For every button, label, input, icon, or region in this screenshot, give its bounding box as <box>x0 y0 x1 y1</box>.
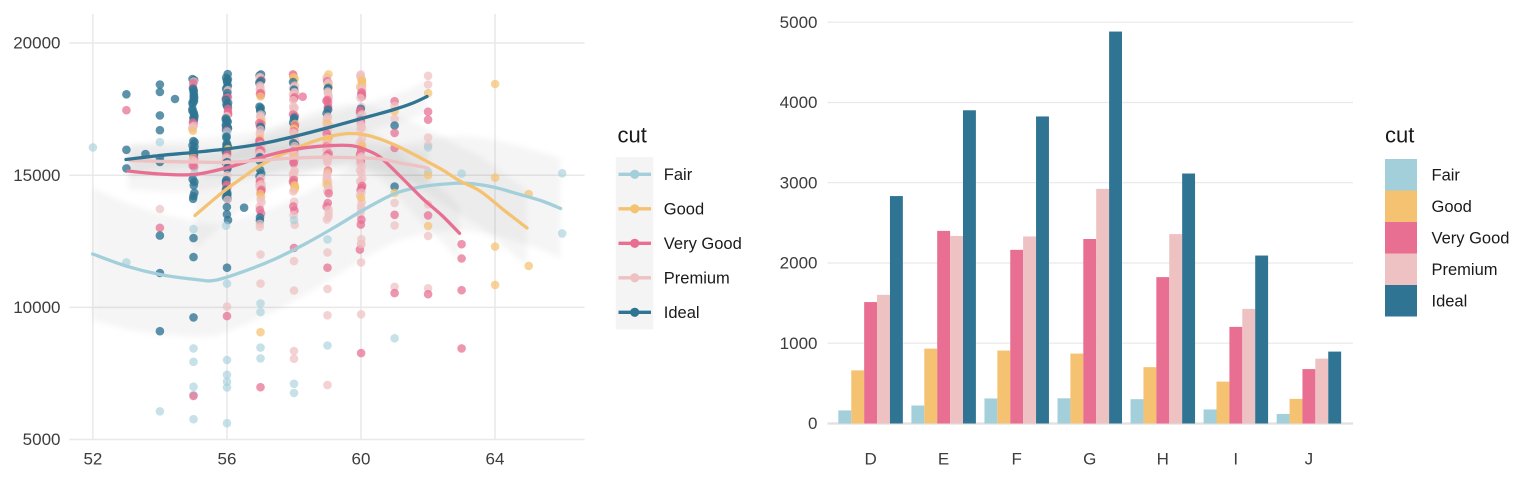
svg-text:60: 60 <box>352 450 371 469</box>
svg-text:Good: Good <box>664 201 704 219</box>
svg-text:0: 0 <box>808 414 817 433</box>
svg-text:Very Good: Very Good <box>664 235 742 253</box>
svg-text:20000: 20000 <box>13 34 60 53</box>
svg-text:56: 56 <box>218 450 237 469</box>
svg-text:4000: 4000 <box>780 93 818 112</box>
svg-text:F: F <box>1012 450 1022 469</box>
svg-text:Very Good: Very Good <box>1432 230 1510 248</box>
svg-text:Ideal: Ideal <box>664 304 700 322</box>
svg-text:H: H <box>1157 450 1169 469</box>
svg-text:E: E <box>938 450 949 469</box>
svg-text:Good: Good <box>1432 198 1472 216</box>
svg-text:2000: 2000 <box>780 254 818 273</box>
svg-text:3000: 3000 <box>780 173 818 192</box>
svg-text:D: D <box>864 450 876 469</box>
svg-text:Premium: Premium <box>1432 261 1498 279</box>
svg-text:cut: cut <box>1385 123 1414 148</box>
svg-text:10000: 10000 <box>13 298 60 317</box>
svg-text:I: I <box>1233 450 1238 469</box>
svg-text:5000: 5000 <box>23 430 61 449</box>
svg-text:15000: 15000 <box>13 166 60 185</box>
svg-text:Fair: Fair <box>1432 167 1461 185</box>
svg-text:Fair: Fair <box>664 166 693 184</box>
svg-text:cut: cut <box>618 123 647 148</box>
svg-text:64: 64 <box>486 450 505 469</box>
svg-text:G: G <box>1083 450 1096 469</box>
svg-text:J: J <box>1305 450 1314 469</box>
svg-text:1000: 1000 <box>780 334 818 353</box>
svg-text:5000: 5000 <box>780 13 818 32</box>
svg-text:52: 52 <box>83 450 102 469</box>
svg-text:Premium: Premium <box>664 270 730 288</box>
svg-text:Ideal: Ideal <box>1432 293 1468 311</box>
